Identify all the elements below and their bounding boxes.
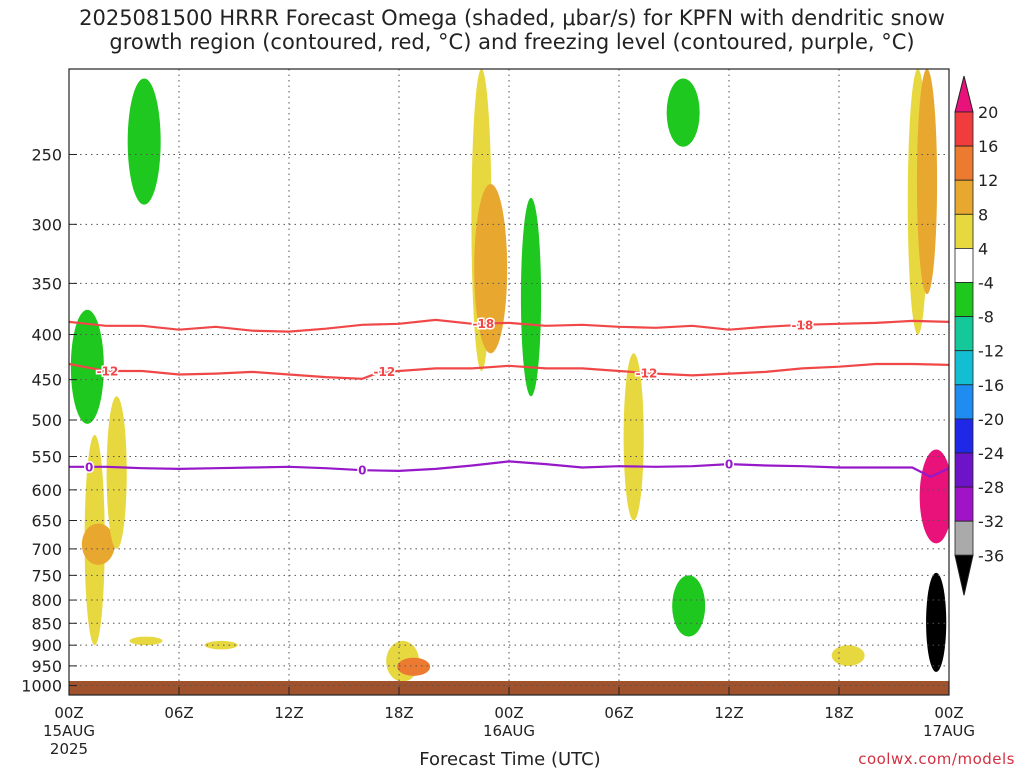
x-tick-label: 06Z	[164, 704, 193, 722]
colorbar-bottom-arrow	[954, 554, 974, 596]
colorbar-bin	[954, 486, 974, 522]
y-tick-label: 400	[31, 326, 62, 345]
colorbar-bin	[954, 384, 974, 420]
colorbar-label: 20	[978, 103, 998, 122]
omega-region	[474, 183, 508, 354]
contour-label: -18	[791, 318, 813, 332]
y-tick-label: 750	[31, 566, 62, 585]
omega-region	[666, 78, 700, 147]
x-tick-label: 12Z	[274, 704, 303, 722]
colorbar-bin	[954, 520, 974, 556]
y-tick-label: 350	[31, 274, 62, 293]
colorbar-label: -28	[978, 478, 1004, 497]
colorbar-label: -24	[978, 444, 1004, 463]
y-tick-label: 900	[31, 636, 62, 655]
colorbar-bin	[954, 282, 974, 317]
colorbar-bin	[954, 111, 974, 147]
contour-label: 0	[358, 464, 366, 478]
y-tick-label: 800	[31, 591, 62, 610]
y-tick-label: 850	[31, 614, 62, 633]
colorbar-label: -8	[978, 308, 994, 327]
contour-label: -18	[472, 317, 494, 331]
contour-label: -12	[97, 365, 119, 379]
colorbar-top-arrow	[954, 75, 974, 113]
omega-shading-layer	[70, 69, 949, 682]
colorbar-label: -32	[978, 512, 1004, 531]
colorbar-label: 12	[978, 171, 998, 190]
y-tick-label: 700	[31, 540, 62, 559]
colorbar-label: -36	[978, 546, 1004, 565]
x-tick-sublabel: 17AUG	[923, 722, 975, 740]
omega-region	[204, 640, 238, 650]
x-tick-label: 06Z	[604, 704, 633, 722]
y-tick-label: 250	[31, 145, 62, 164]
colorbar-bin	[954, 418, 974, 454]
y-tick-label: 1000	[21, 677, 62, 696]
contour-line	[69, 460, 949, 479]
omega-region	[397, 657, 431, 676]
x-tick-label: 18Z	[384, 704, 413, 722]
omega-region	[623, 353, 644, 521]
contour-line	[69, 318, 949, 333]
colorbar-bin	[954, 247, 974, 283]
contour-label: 0	[725, 458, 733, 472]
x-tick-label: 00Z	[54, 704, 83, 722]
colorbar: 20 16 12 8 4 -4 -8 -12 -16 -20 -24 -28 -32 -36	[954, 75, 1004, 596]
x-axis-label: Forecast Time (UTC)	[419, 749, 600, 768]
omega-region	[106, 396, 127, 549]
omega-region	[831, 645, 865, 666]
colorbar-bin	[954, 179, 974, 215]
x-tick-sublabel: 2025	[50, 740, 88, 758]
omega-region	[127, 78, 161, 205]
contour-label: 0	[85, 460, 93, 474]
x-tick-label: 00Z	[494, 704, 523, 722]
colorbar-label: 8	[978, 205, 988, 224]
chart-title: 2025081500 HRRR Forecast Omega (shaded, …	[79, 6, 945, 54]
omega-region	[926, 572, 947, 672]
contour-label: -12	[636, 366, 658, 380]
contour-layer: -18 -18 -12 -12 -12 0 0 0	[69, 316, 949, 479]
x-tick-sublabel: 15AUG	[43, 722, 95, 740]
colorbar-label: 16	[978, 137, 998, 156]
y-tick-label: 500	[31, 411, 62, 430]
y-tick-label: 950	[31, 657, 62, 676]
y-tick-label: 550	[31, 448, 62, 467]
y-tick-label: 300	[31, 215, 62, 234]
colorbar-bin	[954, 452, 974, 488]
omega-region	[520, 197, 542, 397]
omega-region	[916, 69, 938, 295]
omega-region	[129, 636, 163, 646]
omega-region	[919, 449, 949, 544]
colorbar-bin	[954, 213, 974, 249]
colorbar-label: -16	[978, 376, 1004, 395]
x-tick-label: 12Z	[714, 704, 743, 722]
colorbar-label: -4	[978, 274, 994, 293]
colorbar-label: -20	[978, 410, 1004, 429]
colorbar-bin	[954, 350, 974, 386]
contour-label: -12	[373, 365, 395, 379]
colorbar-label: -12	[978, 342, 1004, 361]
credit-text: coolwx.com/models	[858, 750, 1015, 768]
colorbar-bin	[954, 316, 974, 352]
gridlines	[69, 69, 949, 695]
colorbar-bin	[954, 145, 974, 181]
y-axis: 250 300 350 400 450 500 550 600 650 700 750 800 850 9…	[21, 145, 77, 696]
x-tick-label: 18Z	[824, 704, 853, 722]
y-tick-label: 450	[31, 371, 62, 390]
y-tick-label: 650	[31, 512, 62, 531]
omega-region	[81, 523, 115, 565]
x-tick-label: 00Z	[934, 704, 963, 722]
x-tick-sublabel: 16AUG	[483, 722, 535, 740]
omega-region	[672, 575, 706, 637]
contour-line	[69, 362, 949, 380]
y-tick-label: 600	[31, 481, 62, 500]
colorbar-label: 4	[978, 239, 988, 258]
